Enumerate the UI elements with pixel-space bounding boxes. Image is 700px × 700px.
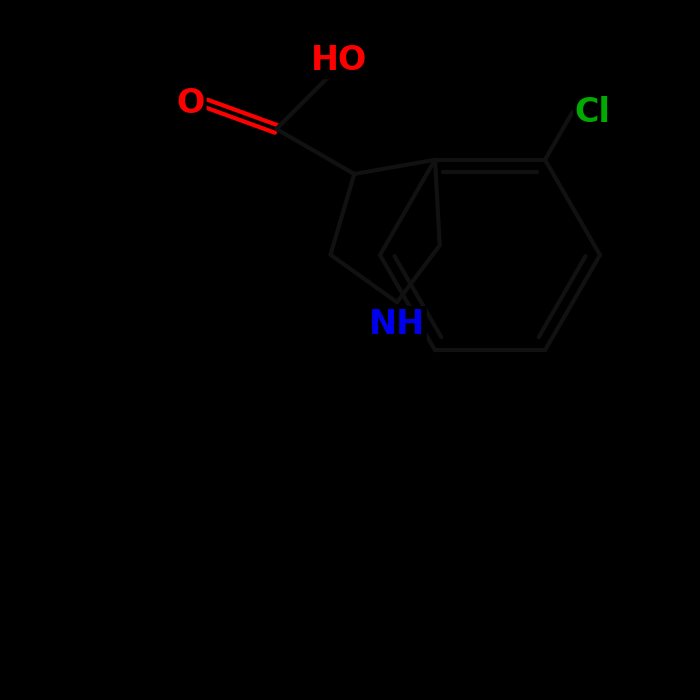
Text: Cl: Cl [575, 96, 610, 129]
Text: NH: NH [369, 308, 425, 341]
Text: O: O [176, 87, 205, 120]
Text: HO: HO [312, 45, 368, 78]
